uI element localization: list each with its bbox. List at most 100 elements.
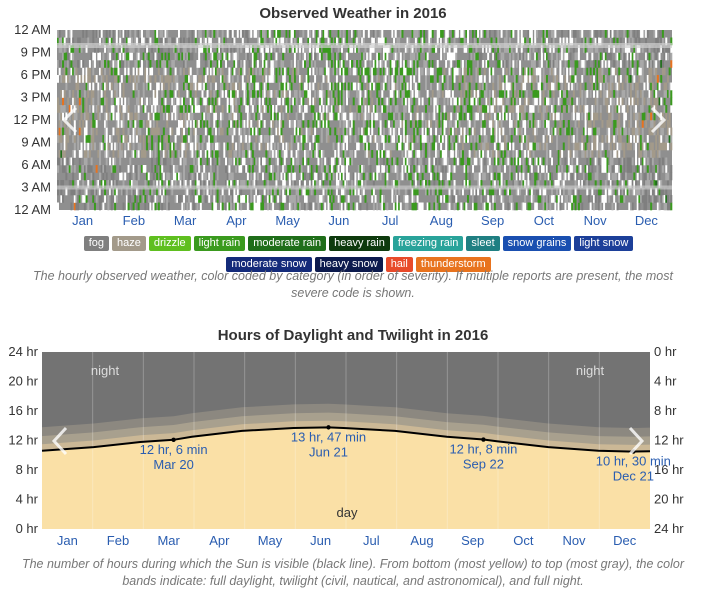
heatmap-cell	[650, 90, 653, 98]
heatmap-cell	[241, 142, 244, 151]
heatmap-cell	[213, 67, 216, 76]
heatmap-cell	[482, 127, 485, 136]
heatmap-cell	[171, 90, 174, 98]
heatmap-cell	[465, 30, 468, 38]
heatmap-cell	[156, 127, 159, 136]
heatmap-cell	[569, 195, 572, 203]
heatmap-cell	[352, 202, 355, 211]
heatmap-cell	[624, 75, 627, 83]
heatmap-cell	[320, 37, 323, 46]
heatmap-cell	[480, 180, 483, 188]
heatmap-cell	[542, 75, 545, 83]
heatmap-cell	[135, 37, 138, 46]
next-arrow-icon[interactable]	[650, 106, 667, 134]
heatmap-cell	[586, 52, 589, 61]
heatmap-cell	[304, 202, 306, 211]
heatmap-cell	[339, 52, 342, 61]
heatmap-cell	[315, 172, 318, 181]
heatmap-cell	[97, 105, 100, 113]
heatmap-cell	[240, 195, 243, 203]
heatmap-cell	[181, 180, 184, 188]
heatmap-cell	[540, 60, 543, 68]
heatmap-cell	[270, 187, 273, 196]
heatmap-cell	[236, 202, 239, 211]
next-arrow-icon[interactable]	[628, 426, 645, 456]
heatmap-cell	[327, 90, 330, 98]
heatmap-cell	[246, 172, 249, 181]
heatmap-cell	[451, 52, 454, 61]
heatmap-cell	[290, 30, 293, 38]
heatmap-cell	[164, 90, 167, 98]
heatmap-cell	[221, 127, 224, 136]
heatmap-cell	[319, 195, 322, 203]
heatmap-cell	[483, 120, 486, 128]
heatmap-cell	[641, 112, 644, 121]
heatmap-cell	[99, 82, 101, 91]
heatmap-cell	[421, 172, 424, 181]
heatmap-cell	[132, 150, 135, 158]
heatmap-cell	[404, 67, 407, 76]
heatmap-cell	[404, 135, 407, 143]
heatmap-cell	[277, 112, 280, 121]
heatmap-cell	[519, 180, 522, 188]
heatmap-cell	[635, 150, 638, 158]
heatmap-cell	[209, 165, 212, 173]
heatmap-cell	[651, 120, 654, 128]
heatmap-cell	[651, 150, 654, 158]
heatmap-cell	[388, 120, 390, 128]
heatmap-cell	[556, 60, 559, 68]
heatmap-cell	[302, 157, 305, 166]
heatmap-cell	[670, 97, 673, 106]
heatmap-cell	[298, 187, 301, 196]
heatmap-cell	[537, 67, 540, 76]
heatmap-cell	[134, 37, 137, 46]
heatmap-cell	[312, 165, 315, 173]
heatmap-cell	[384, 142, 387, 151]
heatmap-cell	[396, 67, 399, 76]
heatmap-cell	[655, 105, 658, 113]
heatmap-cell	[394, 75, 397, 83]
prev-arrow-icon[interactable]	[51, 426, 68, 456]
heatmap-cell	[295, 112, 298, 121]
heatmap-cell	[340, 135, 343, 143]
heatmap-cell	[419, 45, 422, 53]
heatmap-cell	[146, 135, 149, 143]
heatmap-cell	[356, 180, 359, 188]
heatmap-cell	[75, 112, 78, 121]
heatmap-cell	[337, 60, 340, 68]
heatmap-cell	[465, 135, 468, 143]
heatmap-cell	[70, 30, 73, 38]
heatmap-cell	[589, 202, 592, 211]
heatmap-cell	[539, 97, 542, 106]
heatmap-cell	[206, 45, 209, 53]
heatmap-cell	[104, 90, 107, 98]
heatmap-cell	[606, 82, 609, 91]
heatmap-cell	[172, 97, 175, 106]
heatmap-cell	[409, 52, 412, 61]
heatmap-cell	[535, 157, 538, 166]
heatmap-cell	[90, 52, 93, 61]
heatmap-cell	[251, 52, 254, 61]
heatmap-cell	[339, 172, 342, 181]
heatmap-cell	[470, 45, 473, 53]
heatmap-cell	[593, 90, 595, 98]
heatmap-cell	[219, 127, 222, 136]
heatmap-cell	[102, 180, 105, 188]
heatmap-cell	[349, 105, 352, 113]
prev-arrow-icon[interactable]	[61, 106, 78, 134]
heatmap-cell	[460, 60, 463, 68]
heatmap-cell	[535, 60, 538, 68]
heatmap-cell	[231, 52, 234, 61]
heatmap-cell	[287, 105, 290, 113]
heatmap-cell	[277, 30, 280, 38]
heatmap-cell	[62, 75, 65, 83]
heatmap-cell	[393, 37, 396, 46]
heatmap-cell	[189, 142, 192, 151]
heatmap-cell	[231, 67, 234, 76]
heatmap-cell	[441, 180, 444, 188]
heatmap-cell	[660, 60, 663, 68]
heatmap-cell	[646, 82, 649, 91]
heatmap-cell	[125, 202, 128, 211]
heatmap-cell	[265, 150, 268, 158]
heatmap-cell	[540, 37, 543, 46]
